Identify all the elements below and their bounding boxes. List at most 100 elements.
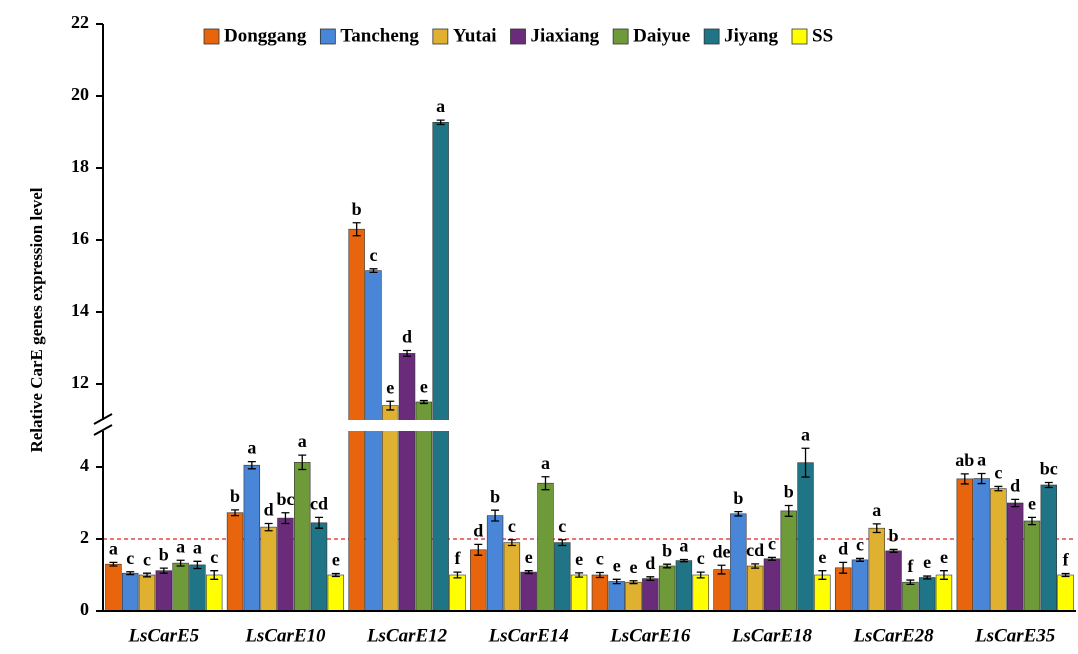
error-bar	[507, 539, 516, 547]
significance-letter: d	[402, 327, 412, 347]
y-tick-label: 2	[80, 527, 89, 547]
bar	[1006, 502, 1024, 612]
error-bar	[767, 556, 776, 561]
bar	[277, 517, 294, 612]
error-bar	[960, 473, 969, 485]
bar	[675, 560, 693, 612]
significance-letter: b	[490, 486, 500, 506]
significance-letter: e	[923, 552, 931, 572]
error-bar	[818, 570, 827, 580]
error-bar	[331, 572, 340, 578]
bar	[294, 462, 311, 612]
legend-swatch	[319, 28, 336, 45]
error-bar	[281, 512, 290, 525]
legend-swatch	[510, 28, 526, 45]
significance-letter: a	[193, 537, 202, 557]
y-axis-label: Relative CarE genes expression level	[27, 187, 46, 452]
bar	[327, 574, 345, 612]
bar	[885, 550, 902, 612]
error-bar	[386, 400, 395, 411]
error-bar	[210, 570, 219, 580]
error-bar	[977, 472, 986, 485]
significance-letter: e	[630, 557, 638, 577]
y-tick-label: 22	[71, 12, 89, 32]
significance-letter: a	[977, 450, 986, 470]
error-bar	[524, 570, 533, 575]
x-tick-label: LsCarE35	[974, 625, 1056, 646]
significance-letter: b	[662, 540, 672, 560]
significance-letter: ab	[955, 450, 974, 470]
significance-letter: b	[889, 526, 899, 546]
significance-letter: a	[176, 536, 185, 556]
y-tick-label: 14	[71, 300, 89, 320]
error-bar	[906, 579, 915, 586]
error-bar	[315, 516, 324, 529]
significance-letter: f	[907, 556, 914, 576]
error-bar	[298, 454, 307, 471]
bar	[625, 581, 642, 612]
axis-break-mark	[93, 413, 113, 436]
error-bar	[734, 510, 743, 517]
legend-swatch	[612, 28, 629, 45]
legend-swatch	[203, 28, 220, 45]
x-tick-label: LsCarE12	[366, 625, 448, 646]
significance-letter: a	[109, 539, 118, 559]
significance-letter: c	[369, 245, 377, 265]
bar	[692, 574, 709, 612]
significance-letter: b	[733, 488, 743, 508]
bar	[470, 549, 487, 612]
significance-letter: a	[541, 453, 550, 473]
error-bar	[855, 557, 864, 562]
bar	[189, 564, 206, 612]
significance-letter: b	[352, 199, 362, 219]
significance-letter: c	[697, 548, 705, 568]
bar	[415, 401, 433, 612]
significance-letter: c	[768, 533, 776, 553]
bar	[520, 571, 537, 612]
error-bar	[801, 447, 810, 478]
bar	[172, 562, 189, 612]
error-bar	[541, 476, 550, 491]
significance-letter: c	[994, 463, 1002, 483]
significance-letter: cd	[746, 540, 764, 560]
bar	[554, 542, 571, 612]
error-bar	[889, 548, 898, 553]
bar	[746, 565, 764, 612]
error-bar	[612, 578, 621, 585]
x-tick-label: LsCarE16	[609, 625, 691, 646]
error-bar	[679, 558, 688, 563]
bar	[902, 581, 919, 612]
significance-letter: bc	[276, 489, 294, 509]
bar	[868, 527, 885, 612]
bar	[537, 482, 554, 612]
bar	[365, 270, 382, 612]
error-bar	[143, 572, 152, 578]
significance-letter: f	[1063, 550, 1070, 570]
error-bar	[751, 563, 760, 569]
bar	[449, 574, 466, 612]
error-bar	[264, 522, 273, 532]
bar	[122, 572, 139, 612]
bar	[642, 578, 659, 612]
legend-label: SS	[812, 25, 833, 46]
error-bar	[575, 572, 584, 578]
bar	[1040, 484, 1057, 612]
bar	[155, 570, 173, 612]
bar	[608, 581, 625, 612]
error-bar	[176, 559, 185, 567]
y-tick-label: 18	[71, 156, 89, 176]
significance-letter: a	[801, 424, 810, 444]
error-bar	[1044, 481, 1053, 489]
x-tick-label: LsCarE10	[244, 625, 326, 646]
bar	[935, 574, 953, 612]
error-bar	[839, 561, 848, 574]
legend-swatch	[703, 28, 720, 45]
bar	[814, 574, 831, 612]
significance-letter: b	[230, 486, 240, 506]
error-bar	[872, 523, 881, 534]
axis-break-gap	[93, 420, 1076, 431]
error-bar	[923, 575, 932, 580]
significance-letter: d	[264, 500, 274, 520]
legend-swatch	[432, 28, 449, 45]
error-bar	[369, 268, 378, 274]
